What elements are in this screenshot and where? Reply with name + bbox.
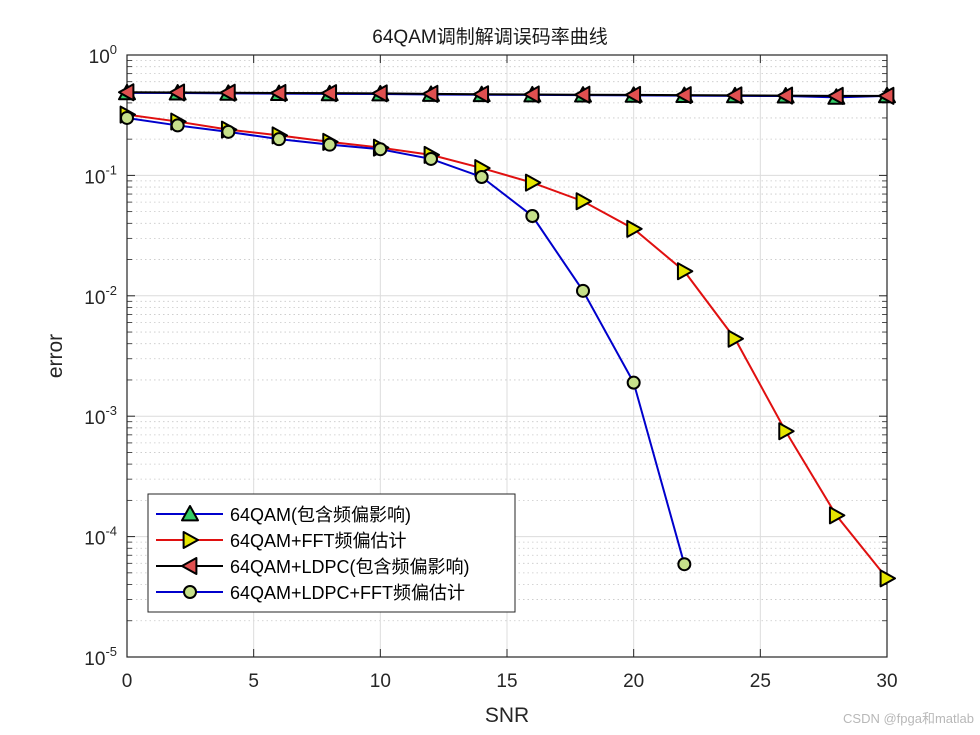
triangle-left-marker — [270, 83, 287, 102]
triangle-left-marker — [675, 86, 692, 105]
circle-marker — [170, 118, 185, 133]
y-tick-label: 10-3 — [84, 403, 117, 429]
triangle-right-marker — [727, 329, 744, 348]
triangle-left-marker — [371, 84, 388, 103]
triangle-right-marker — [778, 422, 795, 441]
x-tick-label: 5 — [248, 671, 259, 692]
circle-marker — [626, 375, 641, 390]
circle-marker — [221, 124, 236, 139]
triangle-right-marker — [524, 173, 542, 192]
x-tick-label: 20 — [623, 671, 644, 692]
triangle-left-marker — [726, 86, 743, 105]
triangle-left-marker — [827, 86, 844, 105]
legend-label: 64QAM(包含频偏影响) — [230, 505, 411, 525]
legend-circle-marker — [183, 585, 197, 599]
legend-triangle-left-marker — [181, 557, 198, 575]
series-line — [126, 91, 887, 97]
y-tick-label: 10-2 — [84, 283, 117, 309]
triangle-left-marker — [472, 85, 490, 104]
x-tick-label: 30 — [876, 671, 897, 692]
watermark: CSDN @fpga和matlab — [843, 711, 974, 726]
circle-marker — [120, 110, 134, 125]
x-tick-label: 25 — [750, 671, 771, 692]
x-tick-label: 15 — [496, 671, 517, 692]
x-axis-label: SNR — [485, 704, 529, 727]
triangle-right-marker — [879, 569, 896, 588]
triangle-right-marker — [626, 219, 643, 238]
circle-marker — [576, 283, 590, 298]
series-line — [126, 116, 686, 565]
legend-label: 64QAM+LDPC(包含频偏影响) — [230, 557, 470, 577]
triangle-left-marker — [776, 86, 794, 105]
chart-title: 64QAM调制解调误码率曲线 — [372, 27, 608, 48]
circle-marker — [474, 169, 489, 184]
triangle-right-marker — [575, 192, 592, 211]
triangle-left-marker — [523, 85, 540, 104]
x-tick-label: 10 — [370, 671, 391, 692]
triangle-left-marker — [878, 86, 895, 105]
circle-marker — [272, 132, 286, 147]
y-axis-label: error — [44, 334, 67, 378]
legend-triangle-right-marker — [182, 531, 199, 549]
circle-marker — [677, 557, 692, 572]
triangle-left-marker — [219, 83, 236, 102]
triangle-right-marker — [828, 506, 846, 525]
y-tick-label: 10-5 — [84, 644, 117, 670]
circle-marker — [525, 209, 540, 224]
y-tick-label: 10-4 — [84, 524, 117, 550]
triangle-left-marker — [168, 83, 186, 102]
circle-marker — [322, 137, 337, 152]
circle-marker — [424, 151, 438, 166]
triangle-left-marker — [422, 84, 439, 103]
triangle-right-marker — [676, 262, 694, 281]
legend-triangle-up-marker — [181, 505, 199, 522]
y-tick-label: 100 — [89, 42, 117, 68]
y-tick-label: 10-1 — [84, 162, 117, 188]
x-tick-label: 0 — [122, 671, 133, 692]
legend-label: 64QAM+LDPC+FFT频偏估计 — [230, 583, 465, 603]
series-line — [126, 113, 888, 579]
triangle-left-marker — [574, 85, 591, 104]
triangle-left-marker — [118, 83, 135, 102]
triangle-left-marker — [320, 84, 338, 103]
axes-box — [126, 54, 888, 658]
triangle-left-marker — [624, 85, 642, 104]
legend-label: 64QAM+FFT频偏估计 — [230, 531, 407, 551]
circle-marker — [373, 142, 388, 157]
